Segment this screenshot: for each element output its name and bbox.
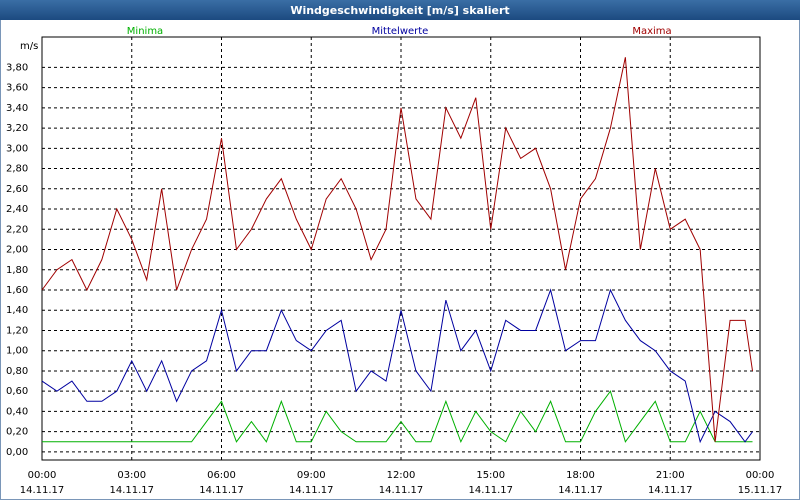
y-tick-label: 0,40 bbox=[6, 406, 28, 417]
y-axis-label: m/s bbox=[20, 41, 38, 52]
x-tick-date: 14.11.17 bbox=[20, 485, 65, 496]
y-tick-label: 0,20 bbox=[6, 427, 28, 438]
y-tick-label: 2,40 bbox=[6, 204, 28, 215]
x-tick-label: 15:00 bbox=[476, 470, 505, 481]
y-tick-label: 1,20 bbox=[6, 325, 28, 336]
y-tick-label: 0,80 bbox=[6, 366, 28, 377]
y-tick-label: 2,60 bbox=[6, 184, 28, 195]
x-tick-label: 12:00 bbox=[387, 470, 416, 481]
x-tick-date: 14.11.17 bbox=[648, 485, 693, 496]
x-tick-date: 14.11.17 bbox=[558, 485, 603, 496]
y-tick-label: 2,20 bbox=[6, 224, 28, 235]
x-tick-date: 14.11.17 bbox=[199, 485, 244, 496]
y-tick-label: 0,00 bbox=[6, 447, 28, 458]
legend-entry: Mittelwerte bbox=[372, 26, 429, 37]
y-tick-label: 3,20 bbox=[6, 123, 28, 134]
y-tick-label: 3,80 bbox=[6, 62, 28, 73]
y-tick-label: 1,60 bbox=[6, 285, 28, 296]
y-tick-label: 3,40 bbox=[6, 103, 28, 114]
x-tick-label: 09:00 bbox=[297, 470, 326, 481]
x-tick-label: 06:00 bbox=[207, 470, 236, 481]
y-tick-label: 3,60 bbox=[6, 83, 28, 94]
chart-title: Windgeschwindigkeit [m/s] skaliert bbox=[290, 4, 509, 17]
x-tick-date: 15.11.17 bbox=[738, 485, 783, 496]
legend-entry: Maxima bbox=[632, 26, 671, 37]
x-tick-date: 14.11.17 bbox=[468, 485, 513, 496]
series-line bbox=[42, 390, 753, 444]
x-tick-date: 14.11.17 bbox=[289, 485, 334, 496]
y-tick-label: 3,00 bbox=[6, 143, 28, 154]
x-tick-label: 00:00 bbox=[746, 470, 775, 481]
x-tick-label: 21:00 bbox=[656, 470, 685, 481]
y-tick-label: 1,80 bbox=[6, 265, 28, 276]
y-tick-label: 2,80 bbox=[6, 164, 28, 175]
y-tick-label: 0,60 bbox=[6, 386, 28, 397]
legend-entry: Minima bbox=[127, 26, 163, 37]
x-tick-label: 03:00 bbox=[117, 470, 146, 481]
y-tick-label: 1,00 bbox=[6, 346, 28, 357]
y-tick-label: 2,00 bbox=[6, 245, 28, 256]
x-tick-date: 14.11.17 bbox=[109, 485, 154, 496]
title-bar bbox=[0, 0, 800, 20]
series-line bbox=[41, 288, 753, 444]
x-tick-date: 14.11.17 bbox=[379, 485, 424, 496]
x-tick-label: 18:00 bbox=[566, 470, 595, 481]
x-tick-label: 00:00 bbox=[28, 470, 57, 481]
series-line bbox=[41, 57, 754, 442]
y-tick-label: 1,40 bbox=[6, 305, 28, 316]
